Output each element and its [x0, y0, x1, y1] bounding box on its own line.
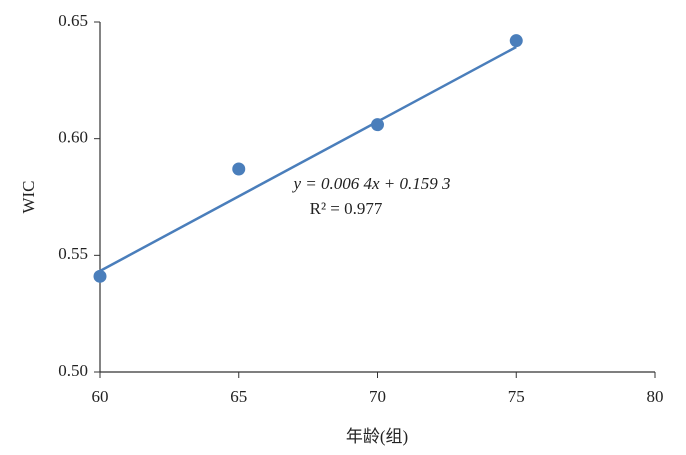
trend-equation: y = 0.006 4x + 0.159 3 — [291, 174, 450, 193]
y-tick-label: 0.60 — [58, 128, 88, 147]
trend-r2: R² = 0.977 — [310, 199, 383, 218]
point — [93, 269, 107, 283]
y-tick-label: 0.65 — [58, 11, 88, 30]
x-axis-label: 年龄(组) — [346, 427, 408, 446]
y-tick-label: 0.55 — [58, 244, 88, 263]
x-tick-label: 75 — [508, 387, 525, 406]
x-tick-label: 65 — [230, 387, 247, 406]
y-axis-label: WIC — [19, 180, 38, 213]
y-tick-label: 0.50 — [58, 361, 88, 380]
x-tick-label: 60 — [92, 387, 109, 406]
point — [232, 162, 246, 176]
point — [371, 118, 384, 132]
point — [509, 34, 523, 48]
x-tick-label: 80 — [647, 387, 664, 406]
trendline — [99, 45, 517, 273]
x-tick-label: 70 — [369, 387, 386, 406]
